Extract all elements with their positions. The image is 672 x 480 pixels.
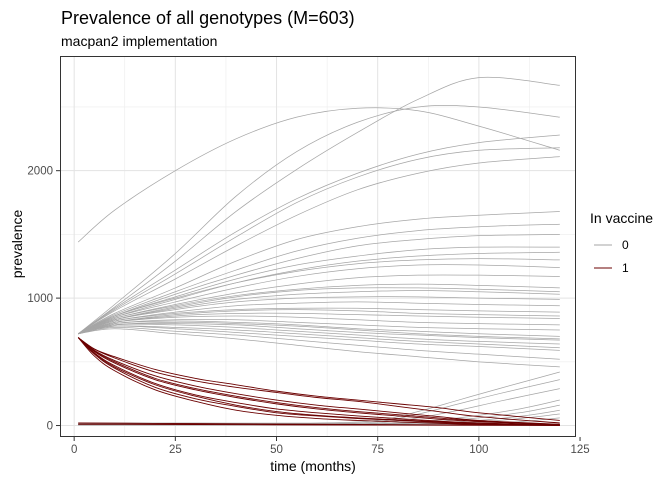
x-axis: 0 25 50 75 100 125 — [71, 437, 590, 456]
series-line-group-0 — [78, 296, 560, 335]
series-line-group-0 — [78, 307, 560, 335]
series-line-group-0 — [78, 321, 560, 340]
legend-label-1: 1 — [622, 261, 629, 275]
series-line-group-0 — [78, 323, 560, 345]
series-line-group-1 — [77, 337, 560, 426]
x-tick-label: 25 — [169, 444, 182, 456]
y-axis: 0 1000 2000 — [27, 166, 60, 433]
panel-background — [60, 56, 576, 437]
series-line-group-0 — [78, 328, 560, 368]
series-line-group-0 — [78, 147, 560, 335]
x-tick-label: 125 — [570, 444, 589, 456]
series-line-group-0 — [78, 325, 560, 351]
x-tick-label: 100 — [469, 444, 488, 456]
series-line-group-1 — [77, 337, 560, 421]
legend-title: In vaccine — [590, 210, 653, 226]
series-line-group-0 — [78, 325, 560, 349]
series-line-group-0 — [78, 287, 560, 335]
series-line-group-0 — [78, 234, 560, 335]
plot-panel — [60, 56, 576, 437]
series-line-group-0 — [78, 211, 560, 335]
series-line-group-1 — [77, 337, 560, 425]
y-axis-label: prevalence — [9, 210, 25, 279]
series-line-group-0 — [78, 264, 560, 335]
series-line-group-0 — [78, 327, 560, 360]
series-line-group-0 — [77, 105, 560, 335]
legend-label-0: 0 — [622, 238, 629, 252]
series-line-group-0 — [78, 223, 560, 335]
series-line-group-0 — [78, 283, 560, 335]
x-tick-label: 0 — [71, 444, 77, 456]
panel-border — [60, 56, 576, 437]
series-line-group-1 — [77, 337, 560, 426]
legend: In vaccine 01 — [590, 210, 653, 275]
series-line-group-1 — [77, 337, 560, 426]
y-tick-label: 0 — [47, 421, 53, 433]
y-tick-label: 2000 — [27, 166, 53, 178]
chart-subtitle: macpan2 implementation — [61, 33, 217, 49]
series-line-group-0 — [77, 76, 560, 335]
y-tick-label: 1000 — [27, 293, 53, 305]
series-line-group-0 — [78, 315, 560, 335]
series-line-group-0 — [78, 320, 560, 337]
series-line-group-1 — [78, 423, 560, 426]
series-line-group-1 — [77, 337, 560, 426]
gridlines — [60, 56, 576, 437]
x-tick-label: 75 — [371, 444, 384, 456]
series-lines — [77, 76, 560, 426]
series-line-group-1 — [77, 337, 560, 424]
series-line-group-0 — [78, 309, 560, 335]
series-line-group-1 — [77, 337, 560, 426]
chart-title: Prevalence of all genotypes (M=603) — [61, 8, 355, 28]
series-line-group-1 — [77, 337, 560, 425]
series-line-group-0 — [78, 251, 560, 335]
x-axis-label: time (months) — [270, 458, 356, 474]
series-line-group-0 — [78, 258, 560, 335]
series-line-group-0 — [77, 134, 560, 335]
x-tick-label: 50 — [270, 444, 283, 456]
series-line-group-0 — [77, 107, 560, 243]
series-line-group-0 — [78, 156, 560, 335]
legend-entries: 01 — [594, 238, 629, 275]
